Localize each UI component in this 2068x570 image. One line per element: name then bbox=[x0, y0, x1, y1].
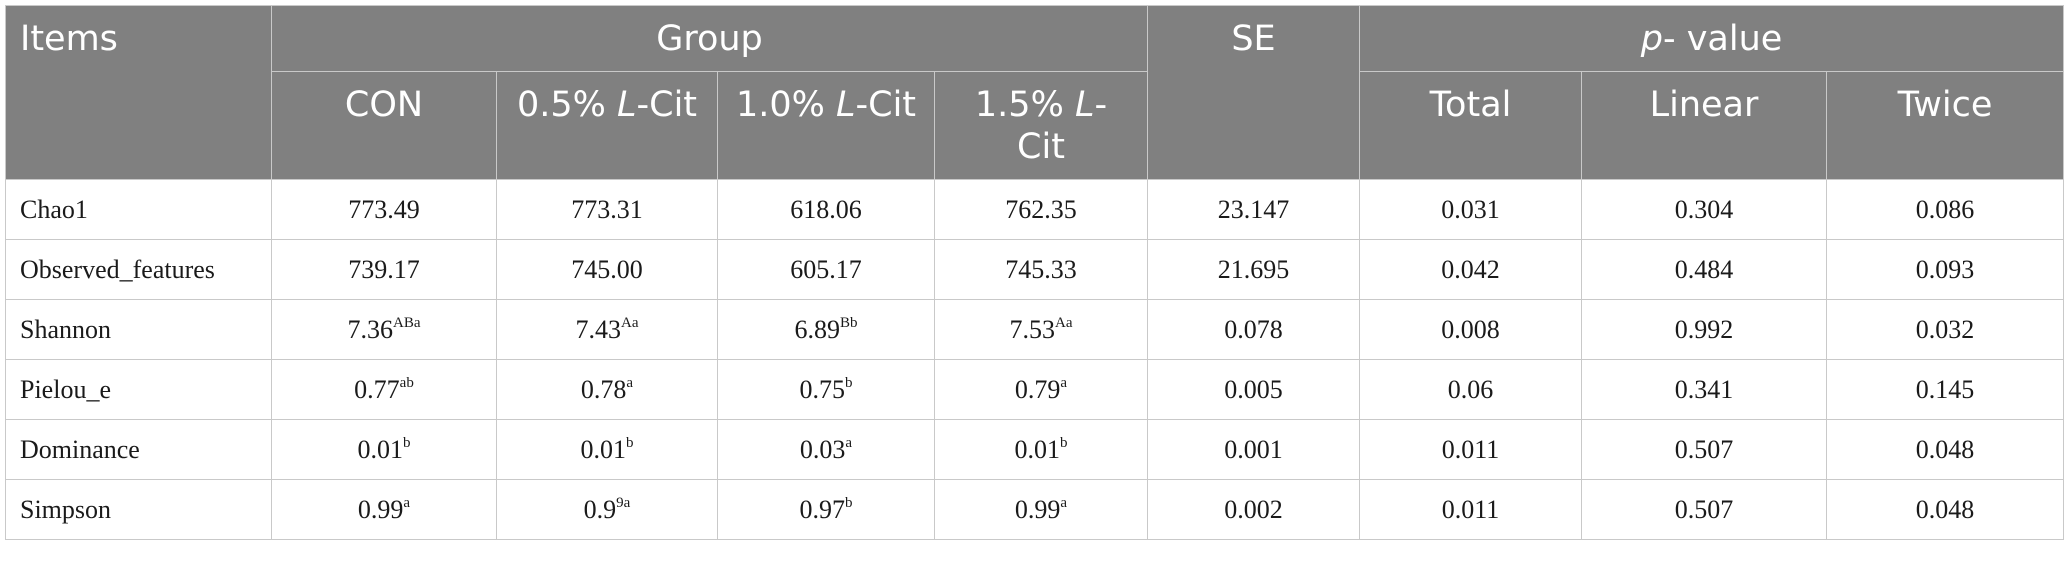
cell-linear: 0.507 bbox=[1581, 479, 1827, 540]
row-label: Chao1 bbox=[5, 179, 272, 240]
header-1-0-l-cit: 1.0% L-Cit bbox=[717, 71, 935, 180]
header-linear: Linear bbox=[1581, 71, 1827, 180]
cell-1-5-l-cit: 0.79a bbox=[934, 359, 1148, 420]
header-con: CON bbox=[271, 71, 497, 180]
cell-con: 0.99a bbox=[271, 479, 497, 540]
cell-linear: 0.992 bbox=[1581, 299, 1827, 360]
cell-se: 0.002 bbox=[1147, 479, 1360, 540]
cell-0-5-l-cit: 0.78a bbox=[496, 359, 718, 420]
cell-se: 0.078 bbox=[1147, 299, 1360, 360]
cell-1-5-l-cit: 7.53Aa bbox=[934, 299, 1148, 360]
header-1-5-l-cit: 1.5% L-Cit bbox=[934, 71, 1148, 180]
cell-0-5-l-cit: 0.01b bbox=[496, 419, 718, 480]
cell-0-5-l-cit: 7.43Aa bbox=[496, 299, 718, 360]
results-table: Items Group SE p- value CON 0.5% L-Cit 1… bbox=[5, 5, 2065, 540]
table-row: Dominance 0.01b 0.01b 0.03a 0.01b 0.001 … bbox=[5, 419, 2065, 480]
cell-con: 773.49 bbox=[271, 179, 497, 240]
cell-twice: 0.032 bbox=[1825, 299, 2065, 360]
cell-1-5-l-cit: 0.01b bbox=[934, 419, 1148, 480]
cell-twice: 0.048 bbox=[1825, 419, 2065, 480]
cell-0-5-l-cit: 745.00 bbox=[496, 239, 718, 300]
row-label: Dominance bbox=[5, 419, 272, 480]
table-row: Chao1 773.49 773.31 618.06 762.35 23.147… bbox=[5, 179, 2065, 240]
p-symbol: p bbox=[1640, 19, 1663, 59]
table-body: Chao1 773.49 773.31 618.06 762.35 23.147… bbox=[5, 179, 2065, 540]
header-row-1: Items Group SE p- value bbox=[5, 5, 2065, 180]
p-value-rest: - value bbox=[1662, 19, 1783, 59]
cell-1-5-l-cit: 0.99a bbox=[934, 479, 1148, 540]
cell-se: 23.147 bbox=[1147, 179, 1360, 240]
cell-se: 21.695 bbox=[1147, 239, 1360, 300]
cell-con: 739.17 bbox=[271, 239, 497, 300]
cell-1-0-l-cit: 618.06 bbox=[717, 179, 935, 240]
row-label: Shannon bbox=[5, 299, 272, 360]
cell-1-0-l-cit: 0.97b bbox=[717, 479, 935, 540]
cell-linear: 0.507 bbox=[1581, 419, 1827, 480]
row-label: Pielou_e bbox=[5, 359, 272, 420]
cell-1-5-l-cit: 745.33 bbox=[934, 239, 1148, 300]
cell-linear: 0.304 bbox=[1581, 179, 1827, 240]
cell-twice: 0.048 bbox=[1825, 479, 2065, 540]
table-row: Simpson 0.99a 0.99a 0.97b 0.99a 0.002 0.… bbox=[5, 479, 2065, 540]
cell-total: 0.008 bbox=[1359, 299, 1582, 360]
cell-1-5-l-cit: 762.35 bbox=[934, 179, 1148, 240]
cell-twice: 0.086 bbox=[1825, 179, 2065, 240]
cell-total: 0.042 bbox=[1359, 239, 1582, 300]
row-label: Observed_features bbox=[5, 239, 272, 300]
cell-twice: 0.145 bbox=[1825, 359, 2065, 420]
header-0-5-l-cit: 0.5% L-Cit bbox=[496, 71, 718, 180]
cell-con: 0.77ab bbox=[271, 359, 497, 420]
cell-total: 0.031 bbox=[1359, 179, 1582, 240]
row-label: Simpson bbox=[5, 479, 272, 540]
header-group: Group bbox=[271, 5, 1148, 72]
header-total: Total bbox=[1359, 71, 1582, 180]
cell-0-5-l-cit: 773.31 bbox=[496, 179, 718, 240]
table-row: Shannon 7.36ABa 7.43Aa 6.89Bb 7.53Aa 0.0… bbox=[5, 299, 2065, 360]
cell-1-0-l-cit: 0.75b bbox=[717, 359, 935, 420]
table-row: Pielou_e 0.77ab 0.78a 0.75b 0.79a 0.005 … bbox=[5, 359, 2065, 420]
cell-total: 0.011 bbox=[1359, 479, 1582, 540]
cell-se: 0.001 bbox=[1147, 419, 1360, 480]
cell-0-5-l-cit: 0.99a bbox=[496, 479, 718, 540]
table-row: Observed_features 739.17 745.00 605.17 7… bbox=[5, 239, 2065, 300]
header-twice: Twice bbox=[1825, 71, 2065, 180]
cell-twice: 0.093 bbox=[1825, 239, 2065, 300]
cell-linear: 0.484 bbox=[1581, 239, 1827, 300]
cell-con: 0.01b bbox=[271, 419, 497, 480]
cell-con: 7.36ABa bbox=[271, 299, 497, 360]
cell-total: 0.06 bbox=[1359, 359, 1582, 420]
cell-linear: 0.341 bbox=[1581, 359, 1827, 420]
cell-1-0-l-cit: 6.89Bb bbox=[717, 299, 935, 360]
cell-total: 0.011 bbox=[1359, 419, 1582, 480]
header-p-value: p- value bbox=[1358, 5, 2065, 72]
header-items: Items bbox=[5, 5, 272, 180]
cell-1-0-l-cit: 0.03a bbox=[717, 419, 935, 480]
header-se: SE bbox=[1147, 5, 1360, 180]
header-row-2: CON 0.5% L-Cit 1.0% L-Cit 1.5% L-Cit Tot… bbox=[6, 71, 2065, 180]
cell-se: 0.005 bbox=[1147, 359, 1360, 420]
cell-1-0-l-cit: 605.17 bbox=[717, 239, 935, 300]
